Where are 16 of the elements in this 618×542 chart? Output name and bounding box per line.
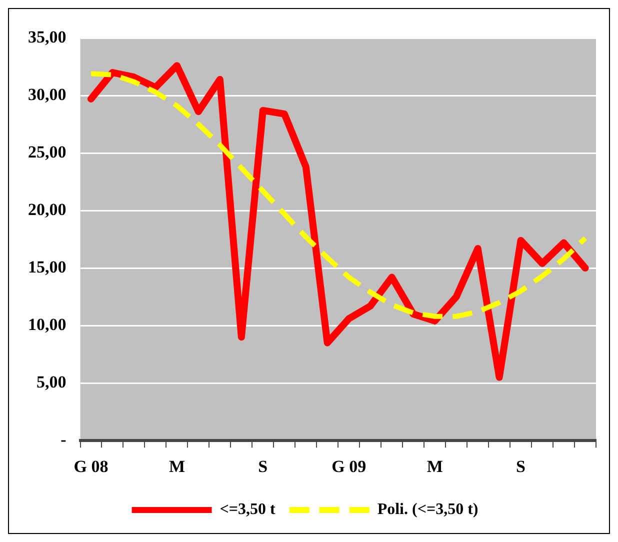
x-tick-label: G 08 [74, 457, 108, 476]
y-tick-label: 25,00 [28, 142, 66, 162]
y-tick-label: 15,00 [28, 257, 66, 276]
x-tick-label: M [168, 457, 185, 476]
y-tick-label: 30,00 [28, 84, 66, 104]
x-tick-label: G 09 [332, 457, 366, 476]
x-tick-label: S [516, 457, 526, 476]
y-tick-label: 35,00 [28, 27, 66, 46]
x-tick-label: S [258, 457, 268, 476]
y-tick-label: 10,00 [28, 314, 66, 334]
legend-label: <=3,50 t [220, 501, 276, 518]
legend-label: Poli. (<=3,50 t) [377, 501, 478, 518]
y-tick-label: - [60, 430, 67, 449]
y-tick-label: 20,00 [28, 200, 66, 219]
y-tick-label: 5,00 [36, 372, 66, 392]
x-tick-label: M [426, 457, 443, 476]
